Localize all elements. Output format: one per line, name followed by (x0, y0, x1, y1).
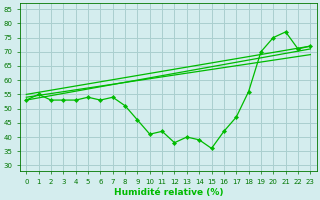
X-axis label: Humidité relative (%): Humidité relative (%) (114, 188, 223, 197)
